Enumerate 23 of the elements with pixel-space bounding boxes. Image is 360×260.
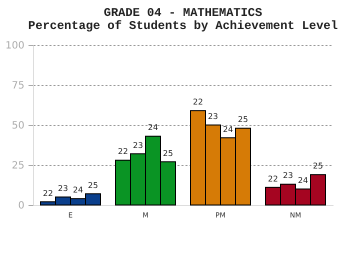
text: 23 <box>132 140 144 150</box>
text: 25 <box>88 180 98 190</box>
text: 24 <box>222 124 234 134</box>
text: 23 <box>208 112 218 121</box>
text: 24 <box>298 176 308 185</box>
text: 22 <box>268 174 278 184</box>
y-tick-label: 25 <box>12 160 24 172</box>
y-tick-label: 100 <box>5 40 24 52</box>
series-label: 22 <box>42 188 54 198</box>
text: 23 <box>282 171 294 180</box>
chart-subtitle: Percentage of Students by Achievement Level <box>28 19 338 33</box>
text: 25 <box>312 162 324 171</box>
text: 25 <box>162 148 174 158</box>
y-tick-label: 0 <box>18 200 24 212</box>
chart-title: GRADE 04 - MATHEMATICS <box>104 6 262 20</box>
text: 24 <box>148 123 158 132</box>
text: 22 <box>192 98 204 107</box>
series-label: 25 <box>238 115 248 124</box>
y-tick-label: 50 <box>12 120 24 132</box>
series-label: 23 <box>58 184 68 193</box>
text: 22 <box>118 147 128 156</box>
y-tick-label: 75 <box>12 80 24 92</box>
series-label: 24 <box>72 186 84 195</box>
